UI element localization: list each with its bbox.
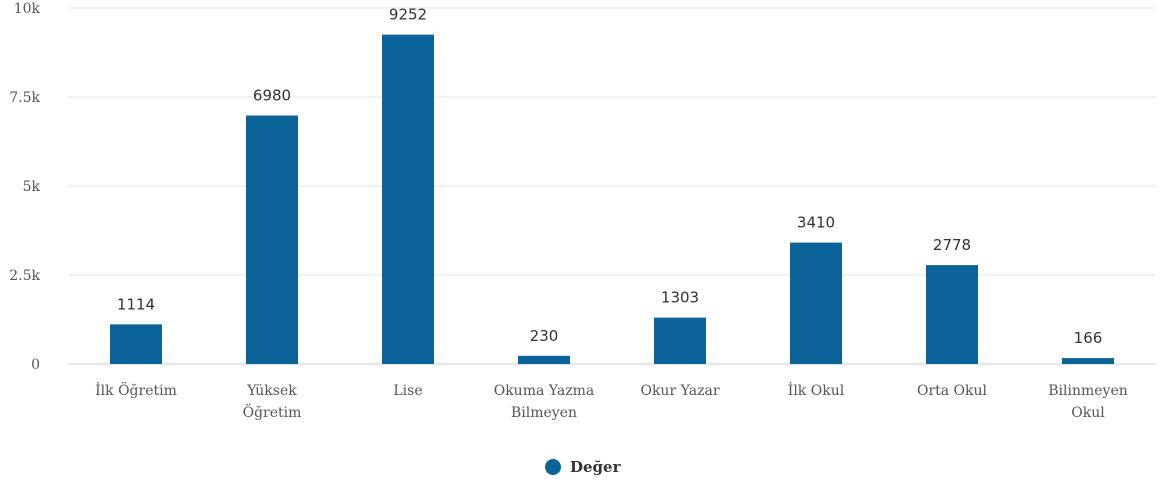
- bar[interactable]: [518, 355, 570, 364]
- bar[interactable]: [790, 242, 842, 364]
- bar[interactable]: [926, 265, 978, 364]
- y-axis: 0 2.5k 5k 7.5k 10k: [9, 1, 40, 373]
- data-labels: 1114 6980 9252 230 1303 3410 2778 166: [117, 6, 1102, 347]
- data-label: 230: [530, 327, 559, 345]
- bar[interactable]: [110, 324, 162, 364]
- x-tick-label: Bilmeyen: [511, 405, 577, 421]
- x-tick-label: Lise: [393, 383, 422, 399]
- bar[interactable]: [382, 34, 434, 365]
- x-tick-label: Yüksek: [246, 383, 297, 399]
- data-label: 6980: [253, 87, 291, 105]
- data-label: 9252: [389, 6, 427, 24]
- bar[interactable]: [246, 115, 298, 365]
- bars: [110, 34, 1114, 365]
- data-label: 1114: [117, 295, 155, 313]
- x-axis: İlk Öğretim Yüksek Öğretim Lise Okuma Yazma B…: [95, 381, 1128, 421]
- x-tick-label: İlk Okul: [788, 381, 845, 399]
- y-tick-label: 5k: [23, 179, 41, 195]
- data-label: 2778: [933, 236, 971, 254]
- bar[interactable]: [654, 317, 706, 364]
- bar[interactable]: [1062, 358, 1114, 364]
- legend[interactable]: Değer: [545, 458, 622, 476]
- y-tick-label: 0: [31, 357, 40, 373]
- data-label: 1303: [661, 289, 699, 307]
- x-tick-label: Okuma Yazma: [494, 383, 595, 399]
- legend-label[interactable]: Değer: [570, 458, 622, 476]
- x-tick-label: Öğretim: [243, 403, 302, 421]
- x-tick-label: İlk Öğretim: [95, 381, 177, 399]
- data-label: 3410: [797, 214, 835, 232]
- legend-swatch[interactable]: [545, 459, 561, 475]
- data-label: 166: [1074, 329, 1103, 347]
- x-tick-label: Okur Yazar: [640, 383, 719, 399]
- x-tick-label: Bilinmeyen: [1048, 383, 1128, 399]
- x-tick-label: Okul: [1071, 405, 1105, 421]
- x-tick-label: Orta Okul: [917, 383, 988, 399]
- y-tick-label: 7.5k: [9, 90, 40, 106]
- y-tick-label: 2.5k: [9, 268, 40, 284]
- gridlines: [68, 7, 1156, 365]
- y-tick-label: 10k: [14, 1, 41, 17]
